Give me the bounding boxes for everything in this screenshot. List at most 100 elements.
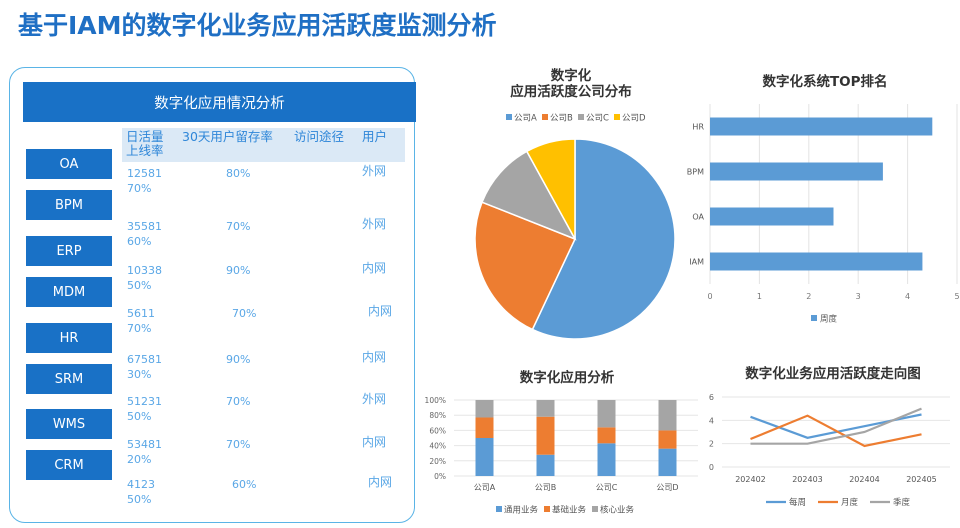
sbar-tick-label: 60% bbox=[429, 426, 446, 435]
pie-legend-label: 公司B bbox=[550, 114, 573, 124]
sbar-segment bbox=[597, 427, 616, 444]
app-button-bpm[interactable]: BPM bbox=[26, 190, 112, 220]
hbar-tick-label: 5 bbox=[954, 292, 959, 301]
pie-slice bbox=[525, 138, 576, 240]
line-series bbox=[750, 414, 922, 448]
sbar-legend-label: 核心业务 bbox=[600, 505, 635, 516]
line-tick-label: 4 bbox=[709, 416, 714, 425]
col-access: 访问途径 bbox=[294, 129, 345, 144]
cell-user: 外网 bbox=[362, 164, 387, 178]
cell-retention: 70% bbox=[226, 438, 251, 451]
cell-retention: 90% bbox=[226, 353, 251, 366]
table-header: 数字化应用情况分析 bbox=[23, 82, 416, 122]
sbar-segment bbox=[597, 400, 616, 428]
app-button-crm[interactable]: CRM bbox=[26, 450, 112, 480]
cell-user: 内网 bbox=[362, 435, 387, 449]
line-chart-title: 数字化业务应用活跃度走向图 bbox=[745, 366, 921, 382]
cell-daily: 53481 bbox=[127, 438, 162, 451]
cell-retention: 60% bbox=[232, 478, 257, 491]
line-legend-label: 月度 bbox=[841, 497, 859, 508]
app-button-srm[interactable]: SRM bbox=[26, 364, 112, 394]
cell-daily-online: 10338 50% bbox=[127, 263, 162, 293]
hbar-tick-label: 1 bbox=[757, 292, 762, 301]
cell-online: 70% bbox=[127, 182, 152, 195]
cell-daily-online: 53481 20% bbox=[127, 437, 162, 467]
hbar-bar bbox=[710, 162, 883, 181]
sbar-tick-label: 40% bbox=[429, 442, 446, 451]
app-button-wms[interactable]: WMS bbox=[26, 409, 112, 439]
sbar-legend-label: 通用业务 bbox=[504, 505, 539, 516]
hbar-category-label: IAM bbox=[689, 258, 704, 267]
sbar-segment bbox=[658, 448, 677, 476]
app-button-mdm[interactable]: MDM bbox=[26, 277, 112, 307]
hbar-tick-label: 0 bbox=[707, 292, 712, 301]
cell-user: 外网 bbox=[362, 217, 387, 231]
pie-legend-swatch bbox=[614, 114, 620, 120]
cell-online: 30% bbox=[127, 368, 152, 381]
cell-daily-online: 67581 30% bbox=[127, 352, 162, 382]
column-header-bar: 日活量 上线率 30天用户留存率 访问途径 用户 bbox=[122, 128, 405, 162]
sbar-segment bbox=[475, 438, 494, 476]
line-category-label: 202405 bbox=[906, 475, 937, 484]
cell-online: 60% bbox=[127, 235, 152, 248]
cell-user: 内网 bbox=[368, 475, 393, 489]
cell-user: 内网 bbox=[362, 350, 387, 364]
pie-legend-label: 公司D bbox=[622, 114, 646, 124]
cell-daily: 4123 bbox=[127, 478, 155, 491]
cell-online: 50% bbox=[127, 410, 152, 423]
trend-line-chart: 0 2 4 6 202402 202403 202404 202405 每周 月度 季度 bbox=[709, 393, 950, 508]
cell-user: 内网 bbox=[362, 261, 387, 275]
cell-retention: 70% bbox=[226, 220, 251, 233]
cell-online: 70% bbox=[127, 322, 152, 335]
app-button-oa[interactable]: OA bbox=[26, 149, 112, 179]
cell-daily: 10338 bbox=[127, 264, 162, 277]
sbar-category-label: 公司A bbox=[474, 483, 496, 492]
pie-slice bbox=[531, 138, 675, 340]
sbar-segment bbox=[475, 400, 494, 418]
pie-chart-title: 数字化 应用活跃度公司分布 bbox=[510, 68, 632, 100]
sbar-legend-swatch bbox=[592, 506, 598, 512]
cell-daily: 35581 bbox=[127, 220, 162, 233]
cell-user: 外网 bbox=[362, 392, 387, 406]
line-category-label: 202404 bbox=[849, 475, 880, 484]
cell-daily: 51231 bbox=[127, 395, 162, 408]
line-tick-label: 6 bbox=[709, 393, 714, 402]
sbar-segment bbox=[658, 400, 677, 431]
app-button-erp[interactable]: ERP bbox=[26, 236, 112, 266]
col-user: 用户 bbox=[362, 129, 388, 144]
hbar-bar bbox=[710, 117, 933, 136]
sbar-segment bbox=[536, 400, 555, 417]
stacked-bar-chart: 0% 20% 40% 60% 80% 100% 公司A 公司B 公司C 公司D 通用业务 基础业务 核心… bbox=[425, 396, 698, 516]
sbar-tick-label: 80% bbox=[429, 411, 446, 420]
top-rank-chart-title: 数字化系统TOP排名 bbox=[762, 74, 888, 90]
pie-legend-swatch bbox=[506, 114, 512, 120]
sbar-segment bbox=[597, 443, 616, 476]
line-tick-label: 0 bbox=[709, 463, 714, 472]
line-legend-label: 每周 bbox=[789, 497, 806, 508]
hbar-bar bbox=[710, 252, 923, 271]
app-button-hr[interactable]: HR bbox=[26, 323, 112, 353]
line-tick-label: 2 bbox=[709, 440, 714, 449]
cell-daily: 5611 bbox=[127, 307, 155, 320]
cell-daily: 12581 bbox=[127, 167, 162, 180]
pie-slice bbox=[481, 150, 577, 241]
line-legend-label: 季度 bbox=[893, 497, 911, 508]
cell-user: 内网 bbox=[368, 304, 393, 318]
col-daily-online: 日活量 上线率 bbox=[126, 129, 164, 158]
sbar-tick-label: 100% bbox=[425, 396, 446, 405]
pie-legend-label: 公司A bbox=[514, 114, 537, 124]
sbar-segment bbox=[658, 430, 677, 449]
col-retention: 30天用户留存率 bbox=[182, 129, 273, 144]
sbar-category-label: 公司D bbox=[656, 483, 678, 492]
hbar-category-label: OA bbox=[692, 213, 704, 222]
line-category-label: 202403 bbox=[792, 475, 823, 484]
cell-online: 50% bbox=[127, 279, 152, 292]
sbar-category-label: 公司C bbox=[596, 483, 618, 492]
cell-daily-online: 5611 70% bbox=[127, 306, 155, 336]
pie-slice bbox=[474, 201, 577, 331]
pie-legend-swatch bbox=[578, 114, 584, 120]
sbar-legend-swatch bbox=[544, 506, 550, 512]
app-table-panel bbox=[9, 67, 415, 523]
pie-legend-label: 公司C bbox=[586, 114, 609, 124]
pie-legend-swatch bbox=[542, 114, 548, 120]
